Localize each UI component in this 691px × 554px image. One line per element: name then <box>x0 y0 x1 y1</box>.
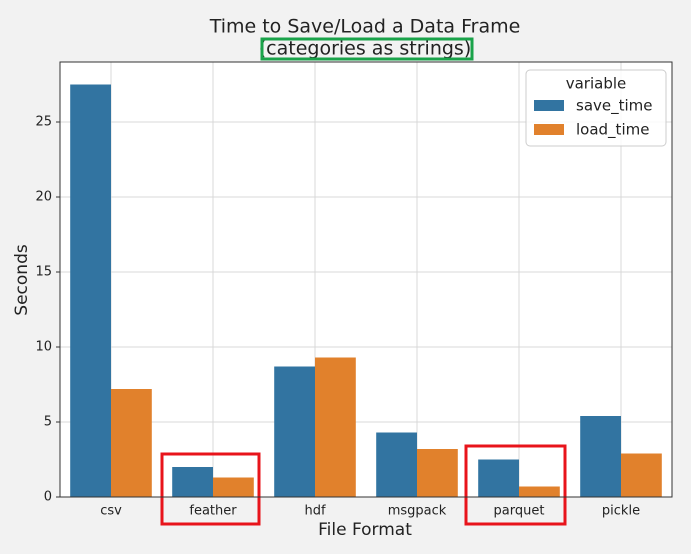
bar <box>376 432 417 497</box>
bar <box>172 467 213 497</box>
y-tick-label: 0 <box>44 490 52 505</box>
x-tick-label: msgpack <box>388 504 447 519</box>
y-tick-label: 15 <box>35 265 52 280</box>
legend-swatch <box>534 100 564 111</box>
y-axis-label: Seconds <box>12 244 32 316</box>
bar <box>519 486 560 497</box>
legend-label: save_time <box>576 97 653 116</box>
y-tick-label: 10 <box>35 340 52 355</box>
y-tick-label: 5 <box>44 415 52 430</box>
bar <box>213 477 254 497</box>
x-axis-label: File Format <box>318 520 412 540</box>
bar <box>478 459 519 497</box>
chart-subtitle: (categories as strings) <box>259 38 471 60</box>
highlight-box <box>260 37 474 61</box>
axes-frame <box>59 61 673 498</box>
chart-title: Time to Save/Load a Data Frame <box>209 16 521 38</box>
legend-swatch <box>534 124 564 135</box>
bar <box>70 84 111 497</box>
bar <box>111 389 152 497</box>
x-tick-label: hdf <box>304 504 325 519</box>
x-tick-label: feather <box>189 504 237 519</box>
bar <box>417 449 458 497</box>
x-tick-label: parquet <box>494 504 545 519</box>
y-tick-label: 25 <box>35 115 52 130</box>
highlight-box <box>160 452 261 526</box>
legend-title: variable <box>566 75 627 93</box>
x-tick-label: pickle <box>602 504 640 519</box>
bar <box>580 416 621 497</box>
legend-label: load_time <box>576 121 649 140</box>
bar <box>274 366 315 497</box>
highlight-box <box>464 444 567 526</box>
y-tick-label: 20 <box>35 190 52 205</box>
x-tick-label: csv <box>100 504 122 519</box>
bar <box>621 453 662 497</box>
bar <box>315 357 356 497</box>
